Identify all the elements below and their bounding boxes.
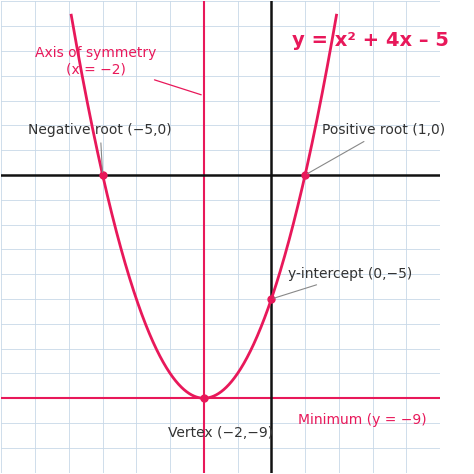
Text: y = x² + 4x – 5: y = x² + 4x – 5	[292, 31, 448, 50]
Text: Negative root (−5,0): Negative root (−5,0)	[28, 123, 172, 172]
Text: y-intercept (0,−5): y-intercept (0,−5)	[274, 267, 412, 298]
Text: Vertex (−2,−9): Vertex (−2,−9)	[168, 426, 273, 440]
Text: Minimum (y = −9): Minimum (y = −9)	[298, 413, 427, 427]
Text: Positive root (1,0): Positive root (1,0)	[308, 123, 445, 173]
Text: Axis of symmetry
(x = −2): Axis of symmetry (x = −2)	[35, 46, 201, 95]
